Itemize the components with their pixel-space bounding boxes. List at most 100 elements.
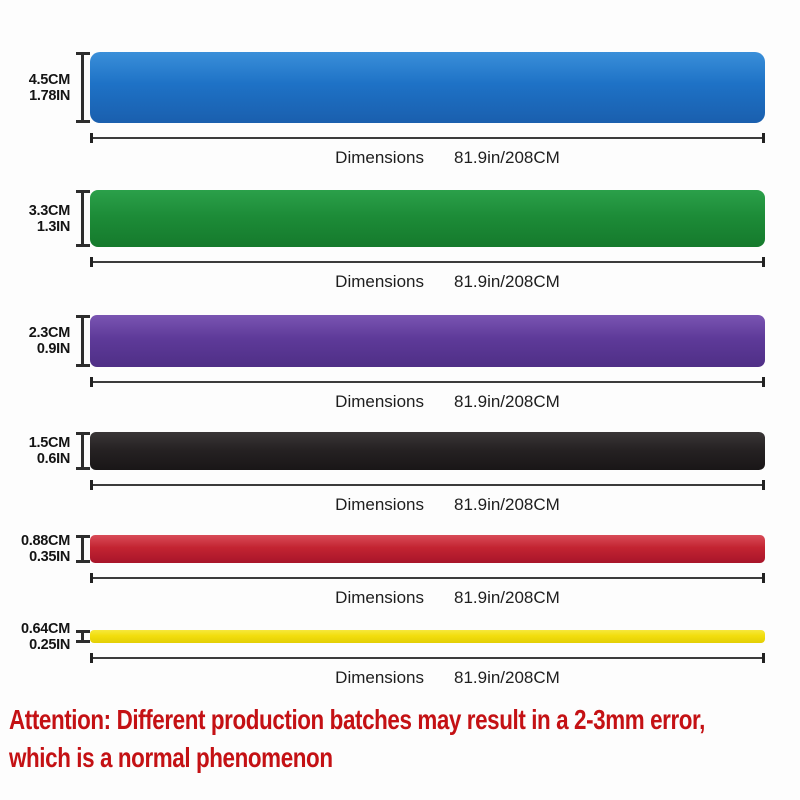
resistance-band-blue xyxy=(90,52,765,123)
band-size-label-group: 0.64CM 0.25IN xyxy=(0,621,90,653)
band-size-labels: 0.64CM 0.25IN xyxy=(21,621,70,653)
attention-line-2: which is a normal phenomenon xyxy=(9,742,333,773)
band-size-label-group: 2.3CM 0.9IN xyxy=(0,315,90,367)
band-height-in-label: 1.78IN xyxy=(29,87,70,104)
bracket-bottom-cap xyxy=(75,640,90,643)
band-rows-container: 4.5CM 1.78IN Dimensions 81.9in/208CM 3.3… xyxy=(0,52,800,688)
height-bracket-icon xyxy=(75,52,90,123)
band-column: Dimensions 81.9in/208CM xyxy=(90,190,765,292)
width-measure-line-icon xyxy=(90,480,765,490)
measure-left-tick xyxy=(90,257,93,267)
measure-left-tick xyxy=(90,377,93,387)
width-measure-line-icon xyxy=(90,377,765,387)
width-measure-line-icon xyxy=(90,257,765,267)
band-size-label-group: 3.3CM 1.3IN xyxy=(0,190,90,247)
dimensions-label: Dimensions xyxy=(335,495,424,514)
band-height-in-label: 1.3IN xyxy=(36,218,70,235)
resistance-band-green xyxy=(90,190,765,247)
dimensions-value: 81.9in/208CM xyxy=(453,668,560,687)
bracket-bottom-cap xyxy=(75,467,90,470)
bracket-stem xyxy=(81,55,84,120)
dimensions-text: Dimensions 81.9in/208CM xyxy=(90,392,765,412)
bracket-bottom-cap xyxy=(75,244,90,247)
dimensions-value: 81.9in/208CM xyxy=(453,148,560,167)
dimensions-value: 81.9in/208CM xyxy=(453,588,560,607)
band-size-label-group: 0.88CM 0.35IN xyxy=(0,533,90,565)
height-bracket-icon xyxy=(75,535,90,563)
width-measure-line-icon xyxy=(90,653,765,663)
dimensions-text: Dimensions 81.9in/208CM xyxy=(90,495,765,515)
dimensions-value: 81.9in/208CM xyxy=(453,495,560,514)
bracket-stem xyxy=(81,538,84,560)
band-column: Dimensions 81.9in/208CM xyxy=(90,52,765,168)
band-size-labels: 4.5CM 1.78IN xyxy=(28,71,71,104)
band-size-labels: 0.88CM 0.35IN xyxy=(21,533,70,565)
band-size-label-group: 1.5CM 0.6IN xyxy=(0,432,90,470)
height-bracket-icon xyxy=(75,315,90,367)
bracket-top-cap xyxy=(75,190,90,193)
band-height-cm-label: 4.5CM xyxy=(28,71,71,88)
resistance-band-purple xyxy=(90,315,765,367)
dimensions-value: 81.9in/208CM xyxy=(453,272,560,291)
band-row-yellow: 0.64CM 0.25IN Dimensions 81.9in/208CM xyxy=(0,621,800,688)
dimensions-label: Dimensions xyxy=(335,148,424,167)
bracket-top-cap xyxy=(75,630,90,633)
bracket-bottom-cap xyxy=(75,560,90,563)
measure-right-tick xyxy=(762,257,765,267)
dimensions-label: Dimensions xyxy=(335,272,424,291)
band-row-blue: 4.5CM 1.78IN Dimensions 81.9in/208CM xyxy=(0,52,800,168)
bracket-stem xyxy=(81,633,84,640)
band-size-labels: 2.3CM 0.9IN xyxy=(28,325,71,357)
bracket-top-cap xyxy=(75,52,90,55)
bracket-top-cap xyxy=(75,315,90,318)
bracket-stem xyxy=(81,435,84,467)
height-bracket-icon xyxy=(75,432,90,470)
band-height-in-label: 0.6IN xyxy=(36,451,70,467)
band-height-cm-label: 1.5CM xyxy=(28,435,71,451)
dimensions-label: Dimensions xyxy=(335,668,424,687)
width-measure-line-icon xyxy=(90,573,765,583)
dimensions-text: Dimensions 81.9in/208CM xyxy=(90,272,765,292)
band-column: Dimensions 81.9in/208CM xyxy=(90,315,765,412)
dimensions-text: Dimensions 81.9in/208CM xyxy=(90,588,765,608)
band-height-cm-label: 2.3CM xyxy=(28,325,71,341)
bracket-stem xyxy=(81,193,84,244)
measure-right-tick xyxy=(762,573,765,583)
dimensions-label: Dimensions xyxy=(335,392,424,411)
resistance-band-black xyxy=(90,432,765,470)
resistance-band-yellow xyxy=(90,630,765,643)
measure-left-tick xyxy=(90,480,93,490)
bracket-bottom-cap xyxy=(75,120,90,123)
band-column: Dimensions 81.9in/208CM xyxy=(90,630,765,688)
bracket-top-cap xyxy=(75,535,90,538)
dimensions-value: 81.9in/208CM xyxy=(453,392,560,411)
bracket-stem xyxy=(81,318,84,364)
band-column: Dimensions 81.9in/208CM xyxy=(90,432,765,515)
bracket-top-cap xyxy=(75,432,90,435)
band-height-cm-label: 3.3CM xyxy=(28,202,71,219)
height-bracket-icon xyxy=(75,190,90,247)
band-size-labels: 3.3CM 1.3IN xyxy=(28,202,71,235)
dimensions-text: Dimensions 81.9in/208CM xyxy=(90,668,765,688)
band-height-in-label: 0.9IN xyxy=(36,341,70,357)
attention-note: Attention: Different production batches … xyxy=(0,701,800,777)
measure-right-tick xyxy=(762,377,765,387)
band-column: Dimensions 81.9in/208CM xyxy=(90,535,765,608)
dimensions-text: Dimensions 81.9in/208CM xyxy=(90,148,765,168)
band-row-green: 3.3CM 1.3IN Dimensions 81.9in/208CM xyxy=(0,190,800,292)
height-bracket-icon xyxy=(75,630,90,643)
band-height-cm-label: 0.64CM xyxy=(21,620,70,637)
band-row-black: 1.5CM 0.6IN Dimensions 81.9in/208CM xyxy=(0,432,800,515)
band-row-purple: 2.3CM 0.9IN Dimensions 81.9in/208CM xyxy=(0,315,800,412)
measure-right-tick xyxy=(762,653,765,663)
band-height-cm-label: 0.88CM xyxy=(21,533,70,549)
measure-right-tick xyxy=(762,480,765,490)
band-size-labels: 1.5CM 0.6IN xyxy=(28,435,71,467)
attention-line-1: Attention: Different production batches … xyxy=(9,704,705,735)
measure-left-tick xyxy=(90,653,93,663)
width-measure-line-icon xyxy=(90,133,765,143)
measure-left-tick xyxy=(90,573,93,583)
band-row-red: 0.88CM 0.35IN Dimensions 81.9in/208CM xyxy=(0,533,800,608)
measure-right-tick xyxy=(762,133,765,143)
band-height-in-label: 0.35IN xyxy=(29,549,70,565)
